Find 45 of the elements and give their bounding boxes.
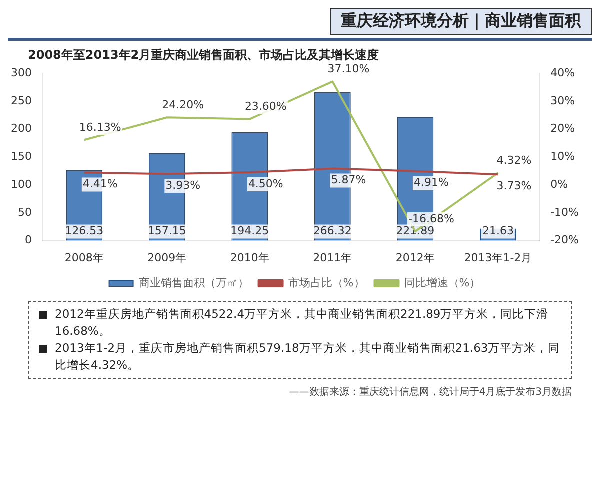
legend-label: 市场占比（%） bbox=[288, 276, 365, 290]
data-label: 23.60% bbox=[244, 100, 287, 114]
data-label: 24.20% bbox=[162, 98, 204, 112]
data-label: 5.87% bbox=[331, 174, 366, 187]
x-tick-label: 2008年 bbox=[64, 251, 104, 264]
data-label: 157.15 bbox=[148, 224, 186, 238]
y2-tick-label: 0% bbox=[550, 178, 568, 191]
x-tick-label: 2011年 bbox=[313, 251, 352, 264]
y2-tick-label: 30% bbox=[550, 94, 576, 108]
y-tick-label: 150 bbox=[10, 150, 32, 164]
x-tick-label: 2012年 bbox=[396, 251, 435, 264]
data-label: 16.13% bbox=[79, 120, 122, 134]
data-label: 4.41% bbox=[82, 178, 118, 191]
x-tick-label: 2010年 bbox=[230, 251, 270, 264]
data-label: 4.91% bbox=[414, 176, 449, 190]
y-tick-label: 0 bbox=[24, 234, 32, 247]
data-label: 4.32% bbox=[496, 154, 532, 167]
data-label: 126.53 bbox=[65, 224, 104, 238]
x-tick-label: 2013年1-2月 bbox=[464, 251, 532, 264]
legend-label: 商业销售面积（万㎡） bbox=[138, 276, 249, 290]
text: 2012年重庆房地产销售面积4522.4万平方米，其中商业销售面积221.89万平方米，同比下滑16.68%。 bbox=[55, 306, 550, 340]
data-label: 3.73% bbox=[496, 180, 532, 193]
data-label: 4.50% bbox=[248, 177, 284, 190]
y-tick-label: 250 bbox=[10, 94, 32, 108]
y2-tick-label: 10% bbox=[550, 150, 576, 164]
data-label: 194.25 bbox=[230, 224, 270, 238]
data-label: 3.93% bbox=[166, 178, 201, 192]
legend-label: 同比增速（%） bbox=[404, 276, 481, 290]
y2-tick-label: 20% bbox=[550, 122, 576, 136]
y-tick-label: 300 bbox=[10, 66, 32, 80]
y2-tick-label: 40% bbox=[550, 66, 576, 80]
data-label: 37.10% bbox=[328, 62, 370, 76]
y2-tick-label: -20% bbox=[550, 234, 580, 247]
y-tick-label: 50 bbox=[18, 206, 32, 219]
x-tick-label: 2009年 bbox=[148, 251, 187, 264]
data-label: -16.68% bbox=[408, 212, 454, 226]
y2-tick-label: -10% bbox=[550, 206, 580, 219]
y-tick-label: 200 bbox=[10, 122, 32, 136]
y-tick-label: 100 bbox=[10, 178, 32, 191]
text: ——数据来源：重庆统计信息网，统计局于4月底于发布3月数据 bbox=[288, 386, 572, 399]
chart-title: 重庆经济环境分析｜商业销售面积 bbox=[330, 8, 592, 35]
data-label: 266.32 bbox=[313, 224, 352, 238]
text: 2013年1-2月，重庆市房地产销售面积579.18万平方米，其中商业销售面积21.63万平方米，同比增长4.32%。 bbox=[55, 340, 561, 374]
data-label: 21.63 bbox=[482, 224, 514, 238]
chart-subtitle: 2008年至2013年2月重庆商业销售面积、市场占比及其增长速度 bbox=[28, 47, 380, 64]
